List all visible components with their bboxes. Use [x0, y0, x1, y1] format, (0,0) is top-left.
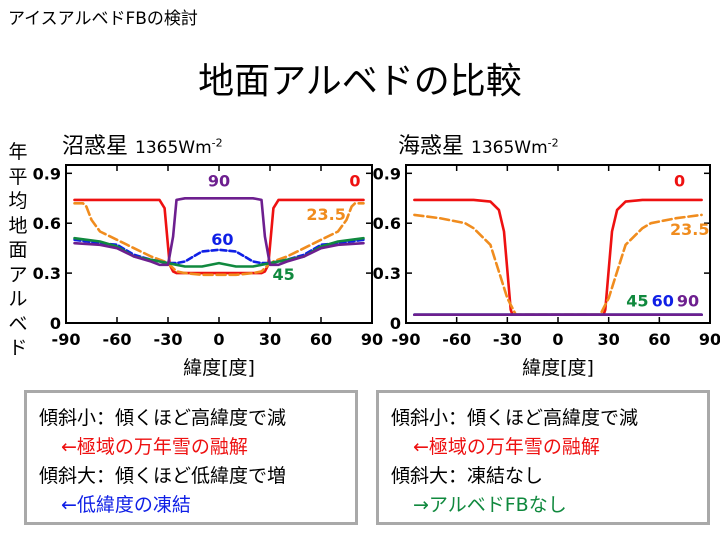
left-series-label-23-5: 23.5	[306, 205, 345, 224]
right-series-label-23-5: 23.5	[670, 220, 709, 239]
left-series-line-0	[73, 198, 365, 275]
right-y-tick-label: 0.9	[373, 164, 401, 183]
slide-title: 地面アルベドの比較	[198, 61, 522, 102]
right-x-axis-label: 緯度[度]	[522, 357, 594, 379]
left-note-line3: 傾斜大：傾くほど低緯度で増	[39, 465, 287, 487]
left-x-tick-label: 90	[361, 330, 383, 349]
left-y-tick-label: 0.3	[33, 264, 61, 283]
right-x-tick-label: -90	[392, 330, 421, 349]
right-x-tick-label: 90	[699, 330, 720, 349]
left-y-tick-label: 0	[50, 314, 61, 333]
left-series-label-0: 0	[349, 172, 360, 191]
left-note-line1: 傾斜小：傾くほど高緯度で減	[39, 407, 287, 429]
left-y-tick-label: 0.6	[33, 214, 61, 233]
left-note-line4: ←低緯度の凍結	[61, 494, 191, 516]
right-x-tick-label: 60	[648, 330, 670, 349]
left-panel-title: 沼惑星 1365Wm-2	[62, 128, 223, 160]
left-series-label-60: 60	[211, 230, 233, 249]
right-y-tick-label: 0.6	[373, 214, 401, 233]
left-panel-name: 沼惑星	[62, 134, 129, 159]
right-series-label-0: 0	[674, 172, 685, 191]
right-note-line4: →アルベドFBなし	[413, 494, 567, 516]
left-x-tick-label: 60	[310, 330, 332, 349]
left-x-axis-label: 緯度[度]	[183, 357, 255, 379]
right-panel-title: 海惑星 1365Wm-2	[398, 128, 559, 160]
left-y-tick-label: 0.9	[33, 164, 61, 183]
right-note-line1: 傾斜小：傾くほど高緯度で減	[391, 407, 639, 429]
right-note-line2: ←極域の万年雪の融解	[413, 436, 600, 458]
left-x-tick-label: -30	[154, 330, 183, 349]
right-series-label-45: 45	[626, 291, 648, 310]
right-y-tick-label: 0.3	[373, 264, 401, 283]
left-x-tick-label: -90	[52, 330, 81, 349]
right-panel-name: 海惑星	[398, 134, 465, 159]
right-note-box: 傾斜小：傾くほど高緯度で減 ←極域の万年雪の融解 傾斜大：凍結なし →アルベドF…	[376, 390, 710, 525]
right-series-label-60: 60	[652, 291, 674, 310]
left-x-tick-label: 30	[259, 330, 281, 349]
left-x-tick-label: 0	[213, 330, 224, 349]
right-note-line3: 傾斜大：凍結なし	[391, 465, 544, 487]
left-note-line2: ←極域の万年雪の融解	[61, 436, 248, 458]
right-x-tick-label: -30	[493, 330, 522, 349]
left-series-label-45: 45	[272, 265, 294, 284]
left-series-line-90	[73, 197, 365, 267]
right-x-tick-label: -60	[442, 330, 471, 349]
header-text: アイスアルベドFBの検討	[8, 9, 198, 29]
right-series-label-90: 90	[677, 291, 699, 310]
y-axis-label: 年平均地面アルベド	[8, 141, 28, 359]
right-panel-flux: 1365Wm-2	[471, 136, 559, 158]
left-x-tick-label: -60	[103, 330, 132, 349]
left-series-line-23-5	[73, 202, 365, 277]
right-x-tick-label: 30	[598, 330, 620, 349]
left-series-label-90: 90	[208, 172, 230, 191]
right-x-tick-label: 0	[552, 330, 563, 349]
right-y-tick-label: 0	[390, 314, 401, 333]
left-note-box: 傾斜小：傾くほど高緯度で減 ←極域の万年雪の融解 傾斜大：傾くほど低緯度で増 ←…	[24, 390, 358, 525]
left-panel-flux: 1365Wm-2	[135, 136, 223, 158]
